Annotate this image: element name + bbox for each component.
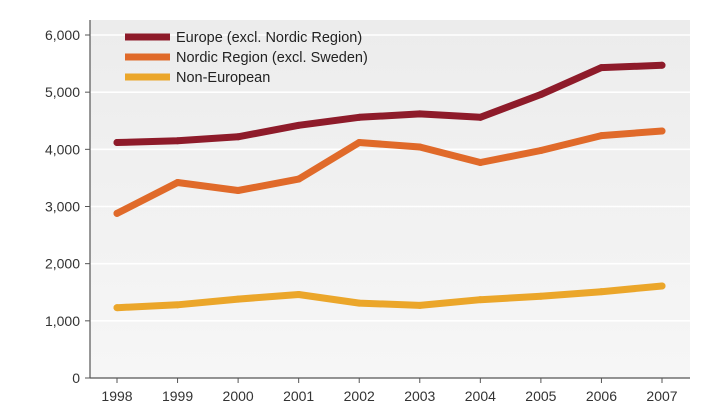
data-point [174, 178, 182, 186]
x-tick-label: 2001 [283, 388, 314, 404]
x-tick-label: 2002 [344, 388, 375, 404]
y-axis-ticks: 0 1,000 2,000 3,000 4,000 5,000 6,000 [45, 27, 90, 386]
y-tick-label: 6,000 [45, 27, 80, 43]
y-tick-label: 0 [72, 370, 80, 386]
data-point [234, 295, 242, 303]
y-tick-label: 1,000 [45, 313, 80, 329]
data-point [416, 110, 424, 118]
x-axis-ticks: 1998 1999 2000 2001 2002 2003 2004 2005 2006 2007 [101, 378, 678, 404]
plot-area [90, 20, 690, 378]
legend-label: Non-European [176, 70, 270, 86]
data-point [355, 113, 363, 121]
data-point [174, 137, 182, 145]
x-tick-label: 2004 [465, 388, 496, 404]
data-point [597, 288, 605, 296]
axes [89, 20, 690, 379]
data-point [658, 127, 666, 135]
gridlines [90, 34, 690, 322]
data-point [234, 133, 242, 141]
data-point [476, 296, 484, 304]
y-tick-label: 2,000 [45, 256, 80, 272]
x-tick-label: 2006 [586, 388, 617, 404]
data-point [113, 304, 121, 312]
data-point [476, 158, 484, 166]
data-point [537, 292, 545, 300]
y-tick-label: 5,000 [45, 84, 80, 100]
legend-label: Europe (excl. Nordic Region) [176, 30, 362, 46]
data-point [355, 299, 363, 307]
x-tick-label: 2007 [646, 388, 677, 404]
y-tick-label: 4,000 [45, 141, 80, 157]
data-point [416, 301, 424, 309]
x-tick-label: 1999 [162, 388, 193, 404]
data-point [597, 132, 605, 140]
data-point [174, 301, 182, 309]
series-lines [113, 61, 666, 312]
data-point [416, 143, 424, 151]
series-line-1 [113, 127, 666, 217]
y-tick-label: 3,000 [45, 199, 80, 215]
data-point [355, 138, 363, 146]
legend: Europe (excl. Nordic Region) Nordic Regio… [125, 30, 368, 86]
data-point [658, 282, 666, 290]
x-tick-label: 1998 [101, 388, 132, 404]
data-point [658, 61, 666, 69]
data-point [113, 209, 121, 217]
series-line-2 [113, 282, 666, 312]
series-line-0 [113, 61, 666, 146]
data-point [113, 138, 121, 146]
data-point [476, 113, 484, 121]
x-tick-label: 2000 [223, 388, 254, 404]
data-point [295, 291, 303, 299]
data-point [597, 64, 605, 72]
data-point [295, 121, 303, 129]
data-point [537, 90, 545, 98]
data-point [537, 146, 545, 154]
data-point [234, 186, 242, 194]
legend-label: Nordic Region (excl. Sweden) [176, 50, 368, 66]
data-point [295, 175, 303, 183]
x-tick-label: 2003 [404, 388, 435, 404]
x-tick-label: 2005 [525, 388, 556, 404]
